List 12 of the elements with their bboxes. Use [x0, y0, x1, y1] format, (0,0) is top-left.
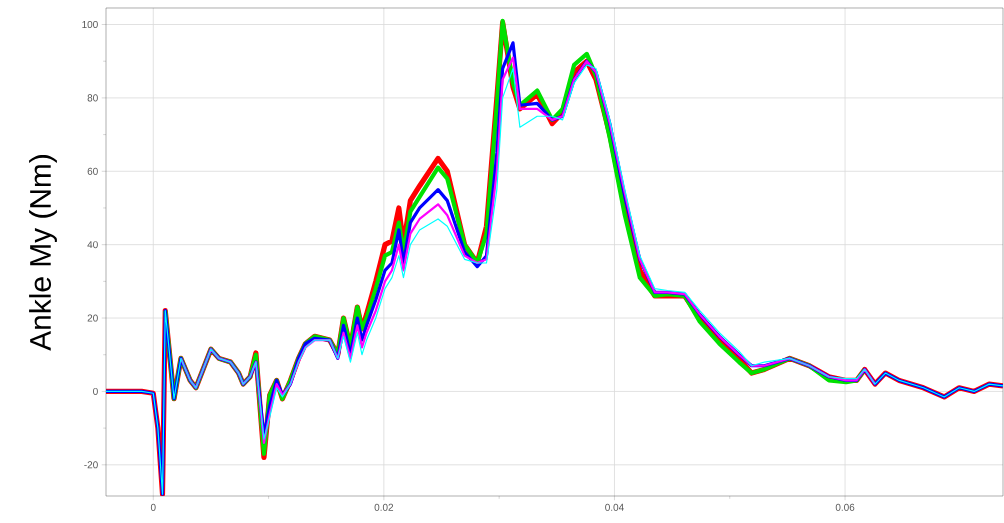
y-axis-title: Ankle My (Nm): [29, 155, 57, 351]
x-tick-label: 0.04: [605, 503, 624, 511]
y-tick-label: 20: [87, 314, 98, 322]
x-tick-label: 0.02: [374, 503, 394, 511]
x-tick-label: 0: [150, 503, 156, 511]
y-tick-label: 100: [82, 20, 98, 29]
y-tick-label: 0: [93, 387, 98, 395]
y-tick-label: 40: [87, 241, 98, 249]
y-tick-label: 60: [87, 167, 98, 175]
y-tick-label: 80: [87, 94, 98, 102]
x-tick-label: 0.06: [835, 503, 855, 511]
y-tick-label: -20: [84, 461, 98, 469]
